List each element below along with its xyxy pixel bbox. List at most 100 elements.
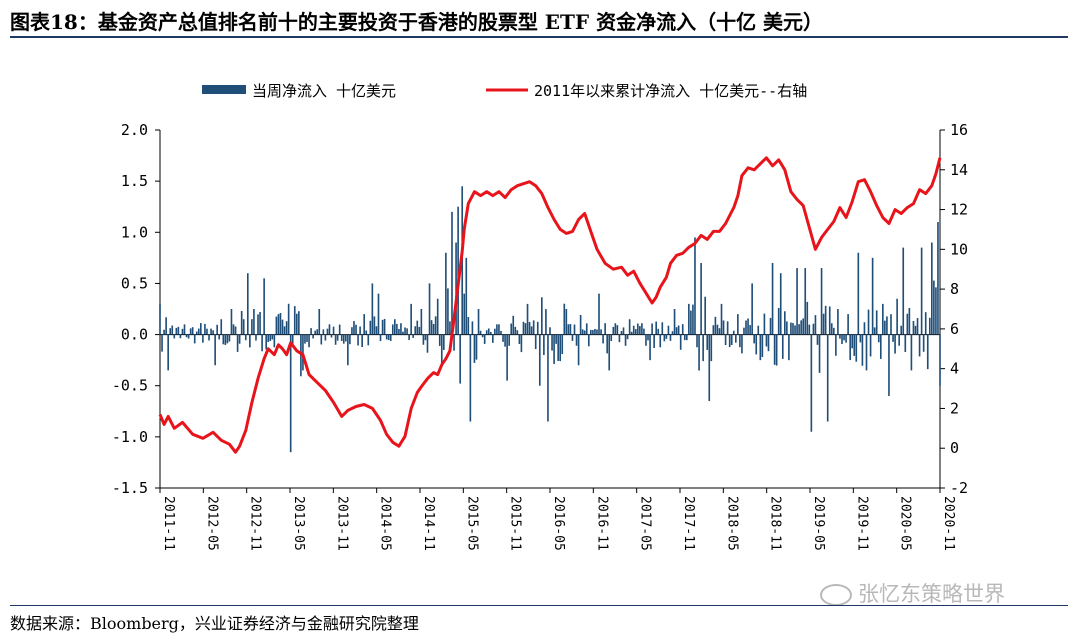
- weekly-flow-bar: [853, 334, 856, 356]
- weekly-flow-bar: [291, 334, 294, 348]
- weekly-flow-bar: [234, 326, 237, 335]
- weekly-flow-bar: [914, 325, 917, 335]
- weekly-flow-bar: [706, 334, 709, 350]
- weekly-flow-bar: [749, 325, 751, 335]
- weekly-flow-bar: [451, 211, 453, 335]
- weekly-flow-bar: [628, 319, 631, 335]
- weekly-flow-bar: [232, 324, 235, 335]
- weekly-flow-bar: [790, 322, 792, 335]
- weekly-flow-bar: [306, 334, 308, 342]
- weekly-flow-bar: [236, 334, 239, 352]
- weekly-flow-bar: [567, 324, 570, 335]
- weekly-flow-bar: [924, 312, 927, 335]
- weekly-flow-bar: [784, 311, 786, 335]
- weekly-flow-bar: [594, 328, 596, 335]
- x-tick-label: 2016-11: [594, 496, 609, 551]
- weekly-flow-bar: [712, 325, 715, 335]
- weekly-flow-bar: [902, 247, 905, 335]
- weekly-flow-bar: [230, 309, 233, 335]
- weekly-flow-bar: [206, 328, 208, 335]
- weekly-flow-bar: [616, 325, 619, 335]
- weekly-flow-bar: [404, 327, 406, 335]
- x-tick-label: 2015-11: [508, 496, 523, 551]
- weekly-flow-bar: [304, 334, 306, 344]
- weekly-flow-bar: [626, 334, 629, 340]
- weekly-flow-bar: [257, 314, 259, 335]
- source-note: 数据来源：Bloomberg，兴业证券经济与金融研究院整理: [10, 614, 419, 633]
- weekly-flow-bar: [434, 316, 437, 335]
- weekly-flow-bar: [424, 334, 427, 341]
- weekly-flow-bar: [391, 324, 394, 335]
- x-tick-label: 2013-11: [334, 496, 349, 551]
- weekly-flow-bar: [414, 326, 417, 335]
- left-tick-label: 2.0: [121, 121, 148, 139]
- weekly-flow-bar: [504, 334, 506, 347]
- weekly-flow-bar: [643, 328, 645, 335]
- weekly-flow-bar: [408, 334, 410, 341]
- weekly-flow-bar: [326, 328, 329, 335]
- weekly-flow-bar: [238, 334, 241, 344]
- weekly-flow-bar: [714, 316, 717, 335]
- weekly-flow-bar: [612, 326, 615, 335]
- weekly-flow-bar: [636, 323, 639, 335]
- left-tick-label: 1.5: [121, 172, 148, 190]
- weekly-flow-bar: [759, 334, 762, 361]
- weekly-flow-bar: [255, 334, 257, 341]
- weekly-flow-bar: [492, 334, 494, 343]
- weekly-flow-bar: [318, 309, 321, 335]
- weekly-flow-bar: [422, 334, 425, 345]
- weekly-flow-bar: [918, 334, 921, 357]
- weekly-flow-bar: [777, 308, 780, 335]
- weekly-flow-bar: [177, 326, 180, 335]
- weekly-flow-bar: [200, 323, 202, 335]
- weekly-flow-bar: [389, 334, 392, 341]
- right-tick-label: 12: [950, 201, 968, 219]
- weekly-flow-bar: [830, 323, 833, 335]
- weekly-flow-bar: [620, 331, 623, 335]
- weekly-flow-bar: [937, 222, 939, 335]
- weekly-flow-bar: [618, 334, 621, 343]
- weekly-flow-bar: [845, 334, 847, 343]
- weekly-flow-bar: [808, 324, 811, 335]
- weekly-flow-bar: [191, 327, 194, 335]
- watermark: 张忆东策略世界: [820, 578, 1005, 608]
- weekly-flow-bar: [316, 329, 319, 335]
- weekly-flow-bar: [665, 334, 668, 339]
- weekly-flow-bar: [737, 314, 739, 335]
- weekly-flow-bar: [875, 310, 878, 335]
- right-tick-label: 14: [950, 161, 968, 179]
- weekly-flow-bar: [363, 314, 366, 335]
- weekly-flow-bar: [445, 252, 447, 335]
- weekly-flow-bar: [165, 317, 167, 335]
- weekly-flow-bar: [457, 206, 459, 335]
- weekly-flow-bar: [888, 334, 890, 396]
- weekly-flow-bar: [622, 327, 625, 335]
- weekly-flow-bar: [653, 334, 655, 348]
- weekly-flow-bar: [246, 273, 249, 335]
- weekly-flow-bar: [506, 334, 508, 381]
- watermark-text: 张忆东策略世界: [858, 582, 1005, 606]
- weekly-flow-bar: [187, 334, 190, 339]
- weekly-flow-bar: [430, 320, 433, 335]
- weekly-flow-bar: [702, 334, 704, 362]
- weekly-flow-bar: [449, 321, 451, 335]
- weekly-flow-bar: [471, 321, 474, 335]
- weekly-flow-bar: [463, 293, 466, 335]
- weekly-flow-bar: [890, 314, 892, 335]
- right-tick-label: 8: [950, 280, 959, 298]
- x-tick-label: 2014-05: [378, 496, 393, 551]
- weekly-flow-bar: [387, 334, 390, 341]
- weekly-flow-bar: [373, 316, 376, 335]
- weekly-flow-bar: [500, 330, 502, 335]
- weekly-flow-bar: [487, 328, 490, 335]
- weekly-flow-bar: [641, 323, 643, 335]
- weekly-flow-bar: [571, 334, 574, 341]
- weekly-flow-bar: [804, 268, 807, 335]
- weekly-flow-bar: [561, 334, 564, 355]
- weekly-flow-bar: [171, 325, 174, 335]
- weekly-flow-bar: [161, 334, 163, 352]
- x-tick-label: 2019-11: [854, 496, 869, 551]
- weekly-flow-bar: [728, 334, 731, 348]
- x-tick-label: 2014-11: [421, 496, 436, 551]
- weekly-flow-bar: [483, 334, 486, 344]
